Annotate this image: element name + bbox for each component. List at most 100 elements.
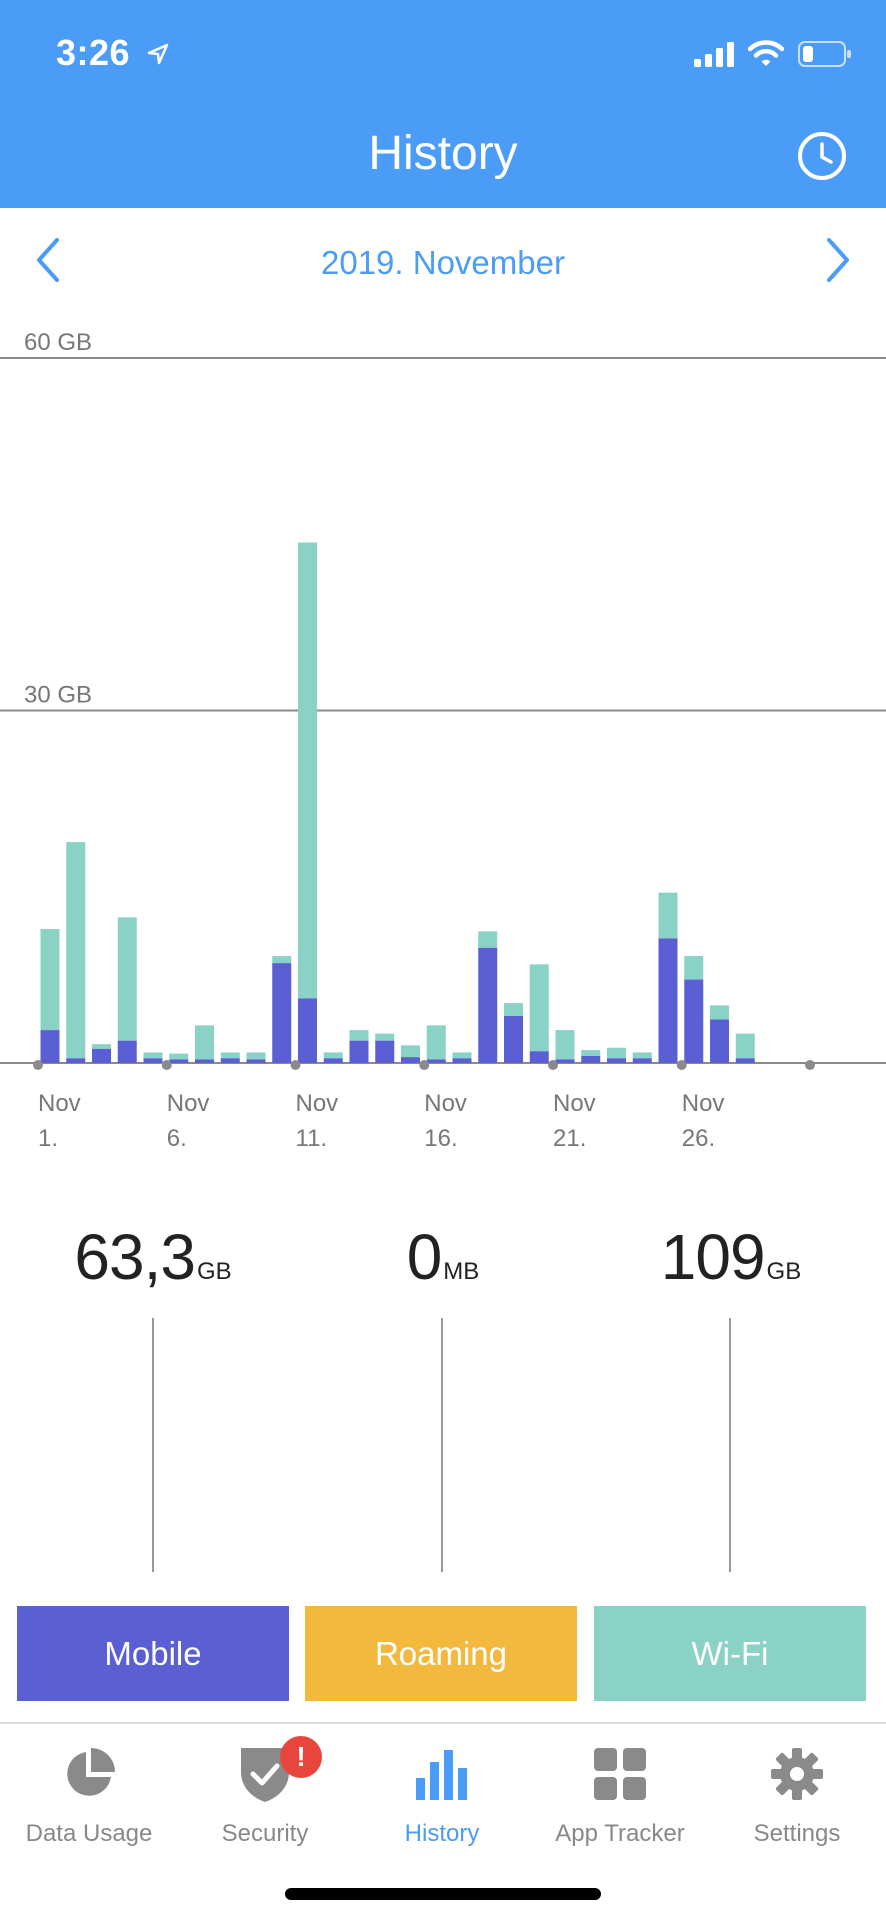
chart-canvas: 60 GB 30 GB Nov 1. Nov 6. Nov 11. Nov 16. Nov 21. No… (0, 329, 886, 1152)
bar-wifi-day-21 (555, 1030, 575, 1060)
status-time-text: 3:26 (56, 32, 131, 73)
tab-settings[interactable]: Settings (712, 1742, 882, 1862)
bar-wifi-day-27 (710, 1005, 729, 1020)
roaming-total: 0MB (298, 1220, 588, 1294)
location-arrow-icon (147, 32, 169, 74)
tab-history-label: History (404, 1820, 480, 1847)
bar-wifi-day-13 (349, 1030, 369, 1041)
x-tick-dot (805, 1060, 815, 1070)
bar-wifi-day-15 (401, 1045, 420, 1058)
tab-data-usage[interactable]: Data Usage (4, 1742, 174, 1862)
x-tick-label-month: Nov (424, 1090, 467, 1117)
bar-mobile-day-9 (246, 1059, 266, 1063)
battery-icon (798, 41, 852, 72)
bar-wifi-day-24 (632, 1052, 652, 1059)
x-tick-label-day: 6. (167, 1125, 187, 1152)
wifi-category-button[interactable]: Wi-Fi (594, 1606, 866, 1701)
bar-wifi-day-2 (66, 842, 86, 1059)
bar-wifi-day-18 (478, 931, 498, 948)
bar-mobile-day-5 (143, 1058, 163, 1063)
bar-wifi-day-11 (298, 542, 317, 999)
bar-mobile-day-6 (169, 1059, 189, 1063)
bar-wifi-day-7 (195, 1025, 214, 1060)
chevron-left-icon (37, 238, 59, 282)
bar-mobile-day-1 (40, 1030, 60, 1063)
bar-mobile-day-21 (555, 1059, 575, 1063)
x-tick-label-month: Nov (682, 1090, 725, 1117)
bar-mobile-day-19 (504, 1016, 523, 1063)
wifi-divider-line (729, 1318, 731, 1572)
status-icons (694, 40, 852, 73)
bar-mobile-day-23 (607, 1058, 626, 1063)
roaming-category-button[interactable]: Roaming (305, 1606, 577, 1701)
bar-wifi-day-9 (246, 1052, 266, 1060)
bar-wifi-day-5 (143, 1052, 163, 1059)
bar-wifi-day-16 (426, 1025, 446, 1060)
bar-mobile-day-17 (452, 1058, 472, 1063)
chevron-right-icon (827, 238, 849, 282)
bar-wifi-day-14 (375, 1033, 395, 1041)
bar-mobile-day-13 (349, 1040, 369, 1063)
bar-mobile-day-15 (401, 1057, 420, 1063)
bar-mobile-day-12 (323, 1058, 343, 1063)
mobile-category-button[interactable]: Mobile (17, 1606, 289, 1701)
x-tick-label-day: 16. (424, 1125, 457, 1152)
bar-mobile-day-27 (710, 1019, 729, 1063)
bar-mobile-day-14 (375, 1040, 395, 1063)
bar-wifi-day-17 (452, 1052, 472, 1059)
pie-chart-icon (4, 1742, 174, 1806)
bar-wifi-day-26 (684, 956, 704, 980)
bar-wifi-day-4 (117, 917, 137, 1041)
clock-button[interactable] (796, 130, 848, 182)
bar-wifi-day-8 (220, 1052, 240, 1059)
bar-chart-icon (357, 1742, 527, 1806)
gear-icon (712, 1742, 882, 1806)
bar-wifi-day-23 (607, 1047, 626, 1059)
x-tick-dot (33, 1060, 43, 1070)
y-tick-label: 60 GB (24, 329, 92, 356)
x-tick-label-day: 21. (553, 1125, 586, 1152)
previous-month-button[interactable] (20, 232, 76, 288)
x-tick-dot (676, 1060, 687, 1070)
tab-bar: Data Usage ! Security History (0, 1722, 886, 1920)
x-tick-label-month: Nov (553, 1090, 596, 1117)
bar-mobile-day-2 (66, 1058, 86, 1063)
y-tick-label: 30 GB (24, 682, 92, 709)
home-indicator (285, 1888, 601, 1900)
bar-mobile-day-10 (272, 963, 292, 1063)
tab-security[interactable]: ! Security (180, 1736, 350, 1862)
bar-wifi-day-25 (658, 892, 678, 939)
bar-mobile-day-20 (529, 1051, 549, 1063)
month-label: 2019. November (321, 244, 565, 281)
bar-wifi-day-22 (581, 1050, 601, 1056)
tab-settings-label: Settings (753, 1820, 841, 1847)
grid-icon (535, 1742, 705, 1806)
x-tick-dot (161, 1060, 172, 1070)
roaming-total-unit: MB (443, 1258, 480, 1285)
month-navigation: 2019. November (0, 208, 886, 316)
bar-mobile-day-7 (195, 1059, 214, 1063)
status-time: 3:26 (56, 32, 169, 74)
bar-wifi-day-1 (40, 929, 60, 1031)
tab-history[interactable]: History (357, 1742, 527, 1862)
wifi-icon (747, 40, 785, 73)
x-tick-label-month: Nov (38, 1090, 81, 1117)
x-tick-label-day: 1. (38, 1125, 58, 1152)
bar-mobile-day-4 (117, 1040, 137, 1063)
mobile-total-unit: GB (196, 1258, 232, 1285)
x-tick-dot (548, 1060, 558, 1070)
bar-mobile-day-26 (684, 979, 704, 1063)
bar-mobile-day-18 (478, 947, 498, 1063)
page-title: History (368, 127, 518, 180)
bar-mobile-day-24 (632, 1058, 652, 1063)
mobile-divider-line (152, 1318, 154, 1572)
bar-mobile-day-22 (581, 1055, 601, 1063)
tab-app-tracker[interactable]: App Tracker (535, 1742, 705, 1862)
bar-wifi-day-28 (735, 1033, 755, 1059)
bar-wifi-day-20 (529, 964, 549, 1052)
security-alert-badge: ! (280, 1736, 322, 1778)
bar-wifi-day-6 (169, 1053, 189, 1060)
next-month-button[interactable] (810, 232, 866, 288)
wifi-total-unit: GB (766, 1258, 802, 1285)
